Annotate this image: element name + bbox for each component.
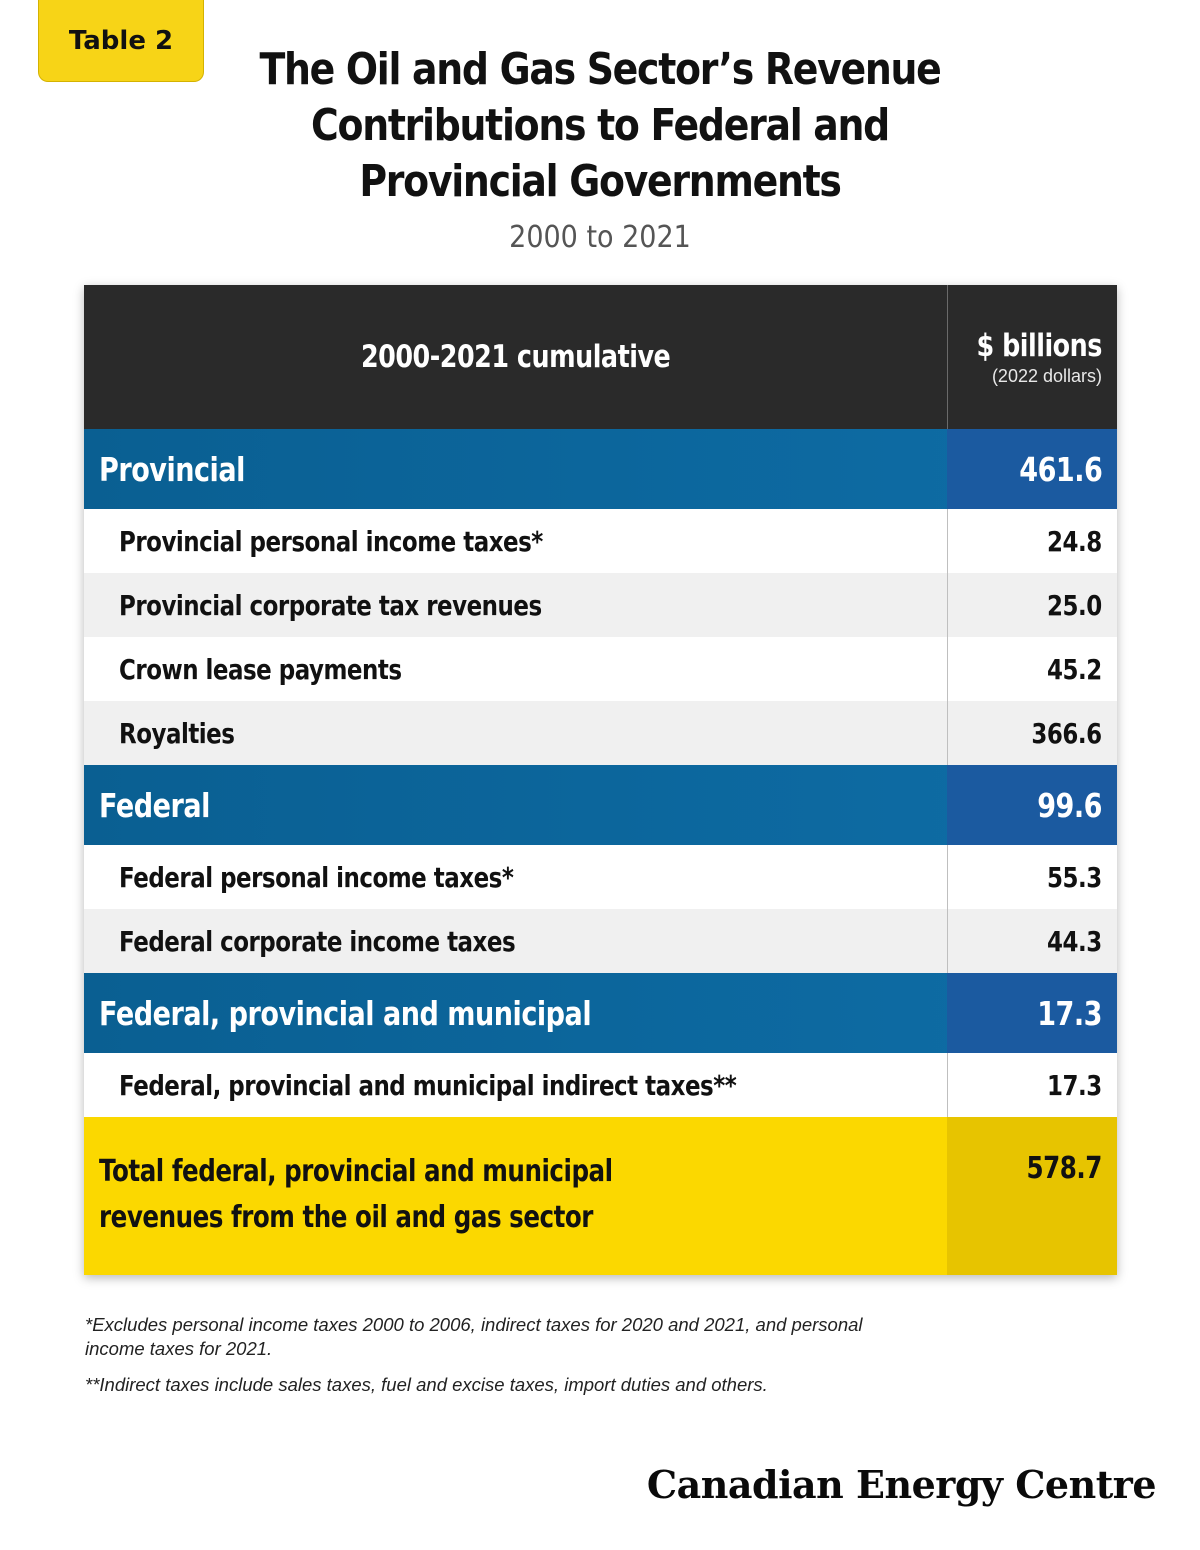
row-label-cell: Crown lease payments (84, 637, 947, 701)
row-value-cell: 366.6 (947, 701, 1117, 765)
row-label: Provincial corporate tax revenues (119, 589, 542, 622)
table-body: Provincial 461.6 Provincial personal incom… (84, 429, 1117, 1117)
row-value: 55.3 (1047, 861, 1102, 894)
group-value-cell: 17.3 (947, 973, 1117, 1053)
row-label: Federal corporate income taxes (119, 925, 515, 958)
group-value-cell: 99.6 (947, 765, 1117, 845)
row-value-cell: 44.3 (947, 909, 1117, 973)
header-value-label: $ billions (977, 328, 1102, 364)
total-row: Total federal, provincial and municipal … (84, 1117, 1117, 1275)
total-value: 578.7 (1027, 1151, 1102, 1186)
revenue-table: 2000-2021 cumulative $ billions (2022 do… (84, 285, 1117, 1275)
group-value-cell: 461.6 (947, 429, 1117, 509)
page-subtitle: 2000 to 2021 (330, 220, 870, 255)
row-label-cell: Provincial personal income taxes* (84, 509, 947, 573)
header-label-cell: 2000-2021 cumulative (84, 285, 947, 429)
group-value: 99.6 (1037, 786, 1102, 825)
row-label: Crown lease payments (119, 653, 402, 686)
group-row: Provincial 461.6 (84, 429, 1117, 509)
group-value: 17.3 (1037, 994, 1102, 1033)
group-row: Federal, provincial and municipal 17.3 (84, 973, 1117, 1053)
row-value: 44.3 (1047, 925, 1102, 958)
row-value-cell: 17.3 (947, 1053, 1117, 1117)
total-value-cell: 578.7 (947, 1117, 1117, 1275)
header-value-cell: $ billions (2022 dollars) (947, 285, 1117, 429)
row-label: Federal, provincial and municipal indire… (119, 1069, 736, 1102)
row-value-cell: 25.0 (947, 573, 1117, 637)
table-header-row: 2000-2021 cumulative $ billions (2022 do… (84, 285, 1117, 429)
group-label: Federal (99, 786, 210, 825)
row-value-cell: 45.2 (947, 637, 1117, 701)
row-label-cell: Federal personal income taxes* (84, 845, 947, 909)
group-row: Federal 99.6 (84, 765, 1117, 845)
page-title: The Oil and Gas Sector’s Revenue Contrib… (256, 42, 944, 210)
row-label-cell: Provincial corporate tax revenues (84, 573, 947, 637)
total-label: Total federal, provincial and municipal … (99, 1149, 624, 1241)
table-row: Royalties 366.6 (84, 701, 1117, 765)
group-label: Federal, provincial and municipal (99, 994, 591, 1033)
row-value-cell: 24.8 (947, 509, 1117, 573)
header-label: 2000-2021 cumulative (361, 339, 670, 375)
row-label: Provincial personal income taxes* (119, 525, 543, 558)
footnote-2: **Indirect taxes include sales taxes, fu… (85, 1373, 885, 1397)
row-value: 25.0 (1047, 589, 1102, 622)
table-row: Provincial corporate tax revenues 25.0 (84, 573, 1117, 637)
row-value: 17.3 (1047, 1069, 1102, 1102)
table-row: Crown lease payments 45.2 (84, 637, 1117, 701)
row-label: Royalties (119, 717, 234, 750)
footnote-1: *Excludes personal income taxes 2000 to … (85, 1313, 885, 1361)
table-row: Federal corporate income taxes 44.3 (84, 909, 1117, 973)
group-label-cell: Federal (84, 765, 947, 845)
group-label-cell: Provincial (84, 429, 947, 509)
row-label-cell: Royalties (84, 701, 947, 765)
header-value-units: (2022 dollars) (992, 366, 1102, 387)
row-label: Federal personal income taxes* (119, 861, 513, 894)
row-value: 24.8 (1047, 525, 1102, 558)
row-label-cell: Federal, provincial and municipal indire… (84, 1053, 947, 1117)
row-value: 45.2 (1047, 653, 1102, 686)
row-value-cell: 55.3 (947, 845, 1117, 909)
table-row: Provincial personal income taxes* 24.8 (84, 509, 1117, 573)
group-label: Provincial (99, 450, 245, 489)
row-label-cell: Federal corporate income taxes (84, 909, 947, 973)
group-label-cell: Federal, provincial and municipal (84, 973, 947, 1053)
group-value: 461.6 (1019, 450, 1102, 489)
row-value: 366.6 (1032, 717, 1102, 750)
brand-logo-text: Canadian Energy Centre (647, 1462, 1156, 1507)
table-row: Federal, provincial and municipal indire… (84, 1053, 1117, 1117)
total-label-cell: Total federal, provincial and municipal … (84, 1117, 947, 1275)
table-badge: Table 2 (38, 0, 204, 82)
table-row: Federal personal income taxes* 55.3 (84, 845, 1117, 909)
